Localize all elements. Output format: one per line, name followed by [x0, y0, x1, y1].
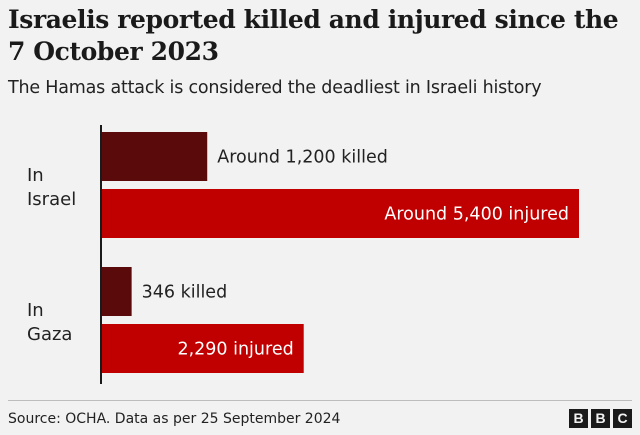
logo-letter: B	[569, 409, 588, 428]
footer-divider	[8, 400, 632, 401]
source-note: Source: OCHA. Data as per 25 September 2…	[8, 411, 341, 427]
logo-letter: B	[591, 409, 610, 428]
bar-injured	[101, 189, 579, 238]
chart-title: Israelis reported killed and injured sin…	[8, 5, 619, 66]
bbc-logo: B B C	[569, 409, 632, 428]
data-label: 346 killed	[142, 283, 228, 303]
category-label: Israel	[27, 189, 76, 210]
category-label: In	[27, 165, 44, 186]
bar-killed	[101, 267, 132, 316]
bar-injured	[101, 324, 304, 373]
logo-letter: C	[613, 409, 632, 428]
category-label: Gaza	[27, 324, 72, 345]
data-label: 2,290 injured	[177, 340, 293, 360]
data-label: Around 1,200 killed	[217, 148, 388, 168]
category-label: In	[27, 300, 44, 321]
data-label: Around 5,400 injured	[384, 205, 569, 225]
chart-subtitle: The Hamas attack is considered the deadl…	[8, 78, 542, 98]
bar-chart: Around 1,200 killed Around 5,400 injured I…	[27, 125, 579, 384]
bar-killed	[101, 132, 208, 181]
